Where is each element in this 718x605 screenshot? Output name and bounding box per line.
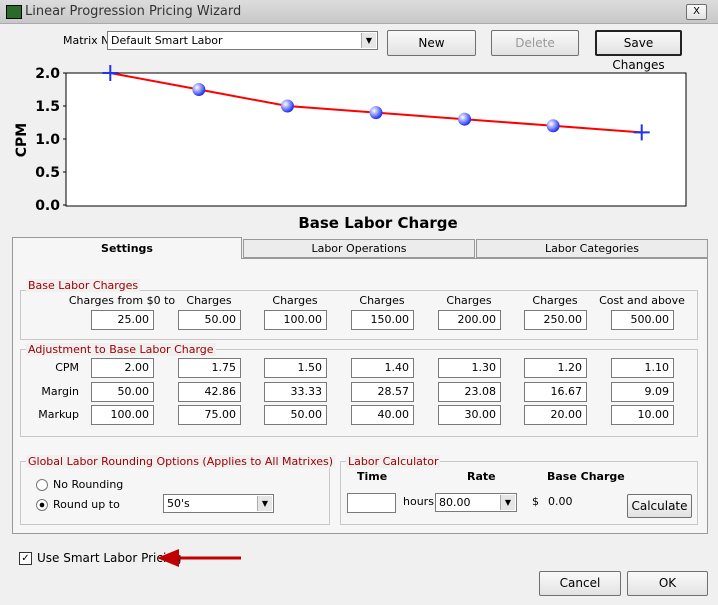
- adjustment-input[interactable]: 1.40: [351, 358, 414, 378]
- adjustment-input[interactable]: 33.33: [264, 382, 327, 402]
- adjustment-input[interactable]: 42.86: [178, 382, 241, 402]
- window-title: Linear Progression Pricing Wizard: [25, 4, 242, 19]
- row-label: CPM: [55, 361, 79, 374]
- close-button[interactable]: X: [686, 4, 707, 20]
- column-header: Charges: [186, 294, 232, 307]
- group-legend: Labor Calculator: [346, 455, 441, 468]
- rounding-select[interactable]: 50's: [163, 494, 274, 513]
- adjustment-input[interactable]: 16.67: [524, 382, 587, 402]
- rounding-group: [20, 461, 330, 525]
- base-charge-label: Base Charge: [547, 470, 625, 483]
- adjustment-input[interactable]: 1.75: [178, 358, 241, 378]
- x-axis-label: Base Labor Charge: [298, 214, 457, 232]
- save-button[interactable]: Save Changes: [595, 30, 682, 72]
- rate-select[interactable]: 80.00: [435, 493, 517, 512]
- charge-input[interactable]: 500.00: [611, 310, 674, 330]
- y-tick-label: 1.0: [35, 132, 60, 148]
- base-labor-group: [20, 290, 698, 340]
- hours-label: hours: [403, 495, 434, 508]
- marker: [280, 99, 294, 113]
- adjustment-input[interactable]: 20.00: [524, 405, 587, 425]
- currency: $: [532, 495, 539, 508]
- end-marker: [633, 124, 650, 141]
- adjustment-input[interactable]: 50.00: [91, 382, 154, 402]
- tab[interactable]: Settings: [12, 237, 242, 259]
- title-bar: [0, 0, 718, 24]
- y-tick-label: 0.0: [35, 198, 60, 214]
- radio[interactable]: [36, 479, 48, 491]
- column-header: Charges: [272, 294, 318, 307]
- cancel-button[interactable]: Cancel: [539, 571, 621, 596]
- tab[interactable]: Labor Operations: [243, 239, 475, 258]
- time-input[interactable]: [347, 493, 396, 513]
- new-button[interactable]: New: [387, 30, 476, 56]
- tab[interactable]: Labor Categories: [476, 239, 708, 258]
- charge-input[interactable]: 250.00: [524, 310, 587, 330]
- ok-button[interactable]: OK: [627, 571, 708, 596]
- charge-input[interactable]: 25.00: [91, 310, 154, 330]
- marker: [458, 112, 472, 126]
- calculate-button[interactable]: Calculate: [627, 494, 692, 518]
- annotation-arrow: [157, 549, 241, 567]
- group-legend: Adjustment to Base Labor Charge: [26, 343, 216, 356]
- adjustment-input[interactable]: 28.57: [351, 382, 414, 402]
- adjustment-group: [20, 349, 698, 437]
- plot-area: [65, 72, 687, 207]
- adjustment-input[interactable]: 75.00: [178, 405, 241, 425]
- adjustment-input[interactable]: 2.00: [91, 358, 154, 378]
- adjustment-input[interactable]: 9.09: [611, 382, 674, 402]
- adjustment-input[interactable]: 23.08: [438, 382, 501, 402]
- column-header: Cost and above: [599, 294, 685, 307]
- y-tick-label: 1.5: [35, 99, 60, 115]
- charge-input[interactable]: 200.00: [438, 310, 501, 330]
- y-tick-label: 0.5: [35, 165, 60, 181]
- group-legend: Global Labor Rounding Options (Applies t…: [26, 455, 336, 468]
- radio-label[interactable]: Round up to: [53, 498, 120, 511]
- adjustment-input[interactable]: 30.00: [438, 405, 501, 425]
- charge-input[interactable]: 100.00: [264, 310, 327, 330]
- marker: [546, 119, 560, 133]
- group-legend: Base Labor Charges: [26, 279, 141, 292]
- radio-checked[interactable]: [36, 499, 48, 511]
- adjustment-input[interactable]: 1.20: [524, 358, 587, 378]
- y-axis-label: CPM: [14, 123, 30, 157]
- adjustment-input[interactable]: 100.00: [91, 405, 154, 425]
- adjustment-input[interactable]: 1.10: [611, 358, 674, 378]
- app-icon: [6, 5, 22, 19]
- radio-label[interactable]: No Rounding: [53, 478, 124, 491]
- end-marker: [102, 65, 119, 81]
- column-header: Charges from $0 to: [68, 294, 176, 307]
- rate-label: Rate: [467, 470, 496, 483]
- chart: Base Labor Charge CPM 0.0 0.5 1.0 1.5 2.0: [14, 65, 687, 232]
- column-header: Charges: [359, 294, 405, 307]
- charge-input[interactable]: 150.00: [351, 310, 414, 330]
- row-label: Markup: [38, 408, 79, 421]
- checkbox-label[interactable]: Use Smart Labor Pricing: [37, 551, 182, 565]
- calculator-group: [340, 461, 698, 525]
- adjustment-input[interactable]: 50.00: [264, 405, 327, 425]
- matrix-select[interactable]: Default Smart Labor: [107, 31, 378, 50]
- charge-input[interactable]: 50.00: [178, 310, 241, 330]
- y-tick-label: 2.0: [35, 66, 60, 82]
- delete-button: Delete: [491, 30, 579, 56]
- marker: [369, 106, 383, 120]
- adjustment-input[interactable]: 1.30: [438, 358, 501, 378]
- adjustment-input[interactable]: 10.00: [611, 405, 674, 425]
- amount: 0.00: [548, 495, 573, 508]
- time-label: Time: [357, 470, 388, 483]
- column-header: Charges: [532, 294, 578, 307]
- checkbox[interactable]: ✓: [19, 552, 32, 565]
- row-label: Margin: [41, 385, 79, 398]
- marker: [192, 83, 206, 96]
- adjustment-input[interactable]: 1.50: [264, 358, 327, 378]
- column-header: Charges: [446, 294, 492, 307]
- adjustment-input[interactable]: 40.00: [351, 405, 414, 425]
